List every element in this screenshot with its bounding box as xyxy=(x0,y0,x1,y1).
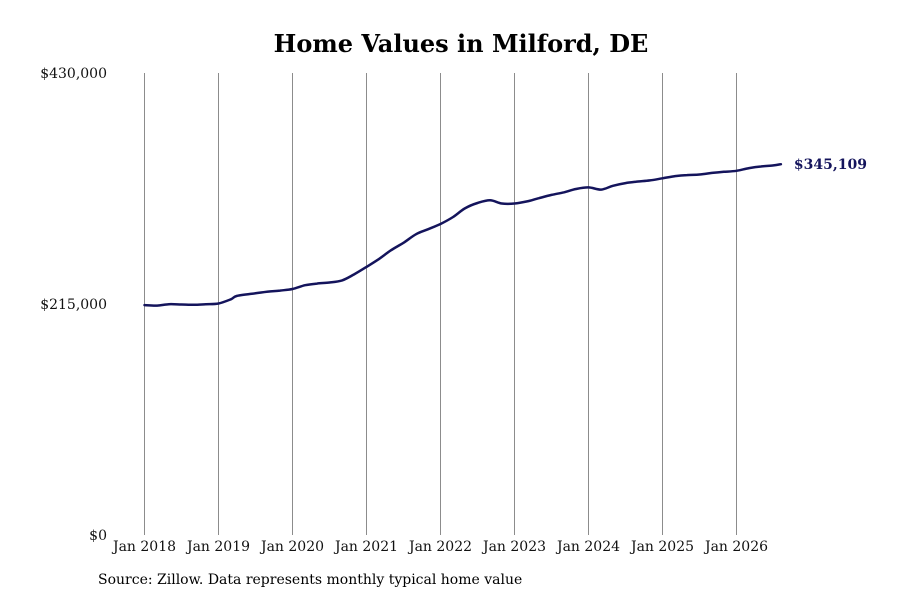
source-note: Source: Zillow. Data represents monthly … xyxy=(98,572,523,588)
chart-title: Home Values in Milford, DE xyxy=(274,29,649,58)
x-tick-label: Jan 2024 xyxy=(555,539,620,555)
x-tick-label: Jan 2019 xyxy=(185,539,250,555)
gridlines xyxy=(144,73,737,535)
x-tick-label: Jan 2023 xyxy=(481,539,546,555)
y-tick-label: $215,000 xyxy=(40,297,107,313)
y-axis-ticks: $0 $215,000 $430,000 xyxy=(40,66,107,544)
x-tick-label: Jan 2022 xyxy=(407,539,472,555)
x-tick-label: Jan 2018 xyxy=(111,539,176,555)
x-tick-label: Jan 2026 xyxy=(703,539,768,555)
x-tick-label: Jan 2020 xyxy=(259,539,324,555)
x-tick-label: Jan 2021 xyxy=(333,539,398,555)
x-axis-ticks: Jan 2018 Jan 2019 Jan 2020 Jan 2021 Jan 2022… xyxy=(111,539,768,555)
y-tick-label: $430,000 xyxy=(40,66,107,82)
series-layer: $345,109 xyxy=(143,157,867,307)
series-line xyxy=(143,162,783,307)
x-tick-label: Jan 2025 xyxy=(629,539,694,555)
series-end-value-label: $345,109 xyxy=(794,157,867,173)
y-tick-label: $0 xyxy=(89,528,107,544)
